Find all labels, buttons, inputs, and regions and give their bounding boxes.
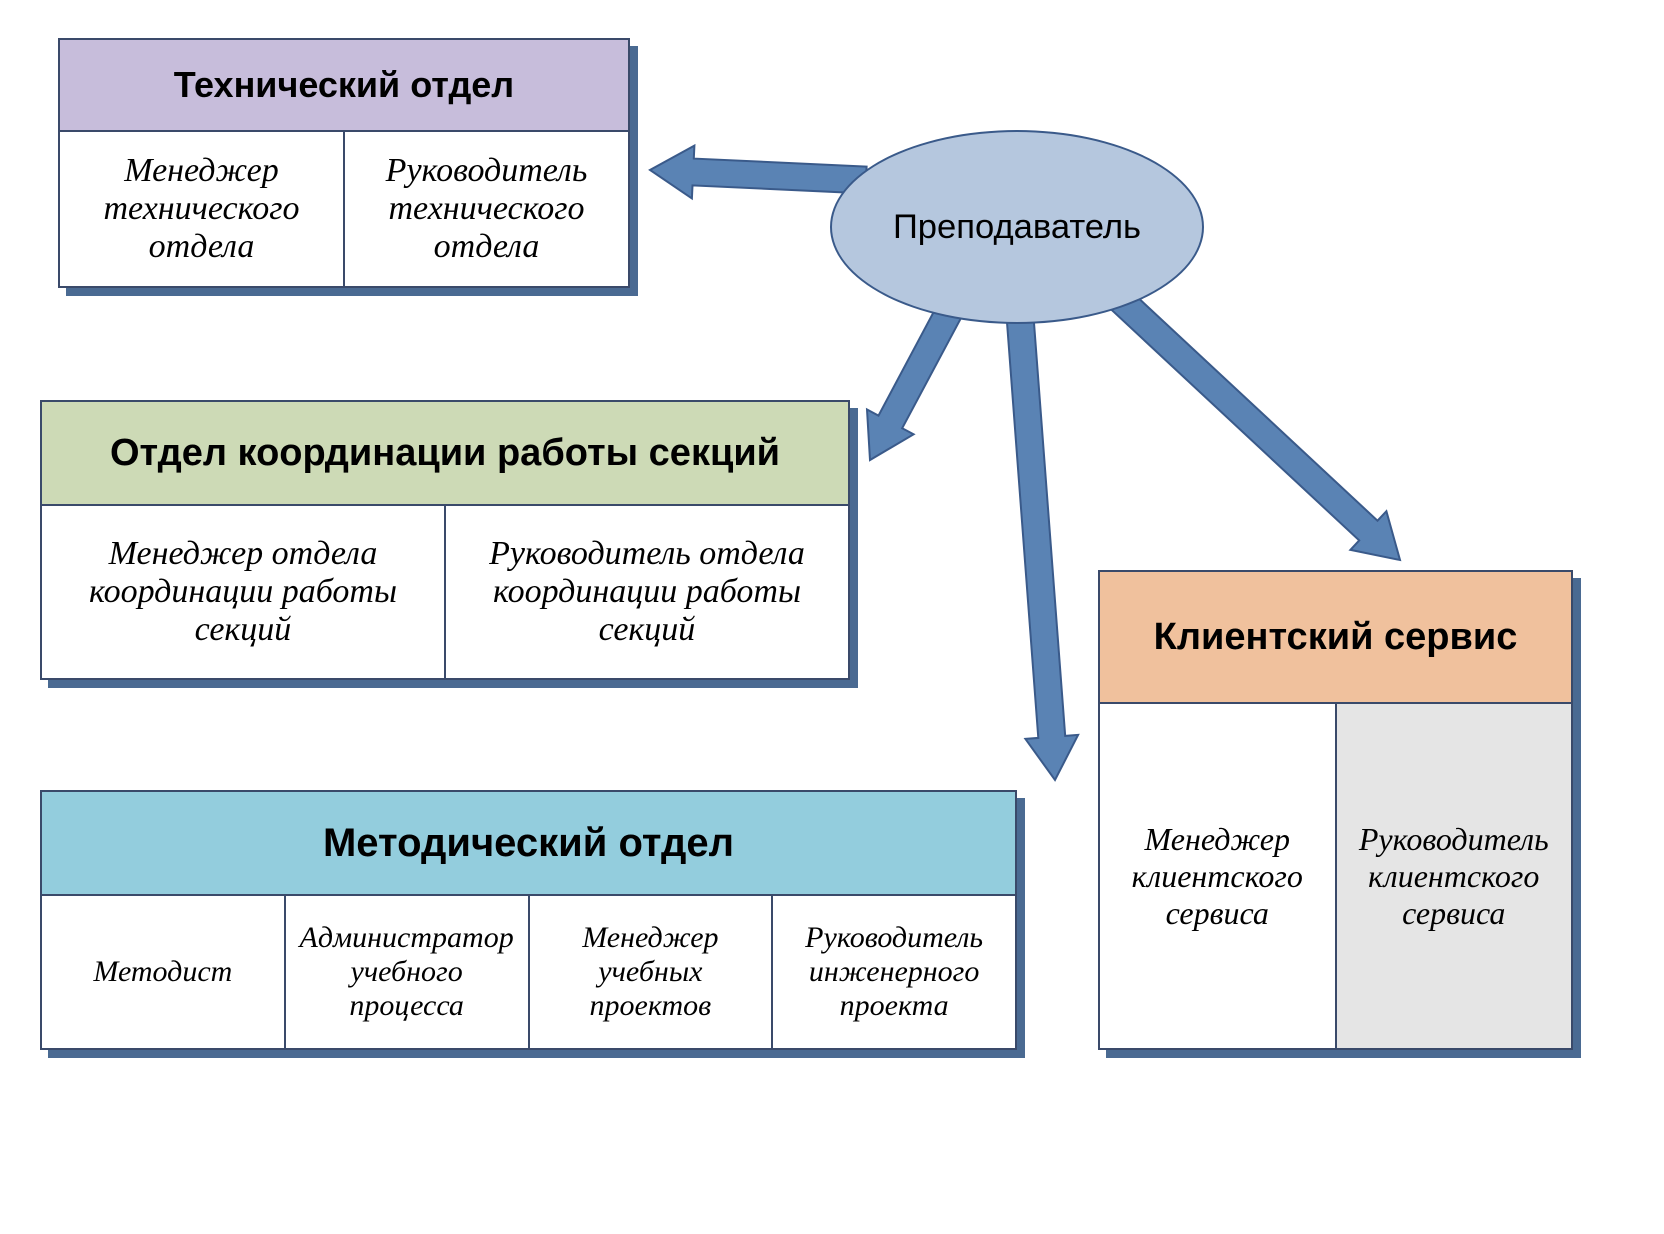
dept-client: Клиентский сервисМенеджер клиентского се…	[1098, 570, 1573, 1050]
dept-table-technical: Технический отделМенеджер технического о…	[58, 38, 630, 288]
dept-technical: Технический отделМенеджер технического о…	[58, 38, 630, 288]
dept-table-client: Клиентский сервисМенеджер клиентского се…	[1098, 570, 1573, 1050]
arrow-2	[1007, 315, 1079, 780]
dept-role: Руководитель технического отдела	[344, 131, 629, 287]
dept-role: Руководитель отдела координации работы с…	[445, 505, 849, 679]
dept-table-coordination: Отдел координации работы секцийМенеджер …	[40, 400, 850, 680]
dept-role: Менеджер клиентского сервиса	[1099, 703, 1336, 1049]
dept-role: Руководитель инженерного проекта	[772, 895, 1016, 1049]
dept-title-client: Клиентский сервис	[1099, 571, 1572, 703]
dept-role: Руководитель клиентского сервиса	[1336, 703, 1573, 1049]
dept-methodical: Методический отделМетодистАдминистратор …	[40, 790, 1017, 1050]
arrow-0	[650, 146, 867, 199]
teacher-ellipse: Преподаватель	[830, 130, 1204, 324]
arrow-3	[1101, 280, 1400, 560]
dept-coordination: Отдел координации работы секцийМенеджер …	[40, 400, 850, 680]
dept-table-methodical: Методический отделМетодистАдминистратор …	[40, 790, 1017, 1050]
dept-role: Методист	[41, 895, 285, 1049]
dept-title-methodical: Методический отдел	[41, 791, 1016, 895]
dept-title-coordination: Отдел координации работы секций	[41, 401, 849, 505]
dept-role: Менеджер отдела координации работы секци…	[41, 505, 445, 679]
dept-role: Администратор учебного процесса	[285, 895, 529, 1049]
arrow-1	[867, 304, 962, 460]
diagram-canvas: Преподаватель Технический отделМенеджер …	[0, 0, 1664, 1234]
teacher-label: Преподаватель	[893, 208, 1141, 247]
dept-role: Менеджер учебных проектов	[529, 895, 773, 1049]
dept-role: Менеджер технического отдела	[59, 131, 344, 287]
dept-title-technical: Технический отдел	[59, 39, 629, 131]
